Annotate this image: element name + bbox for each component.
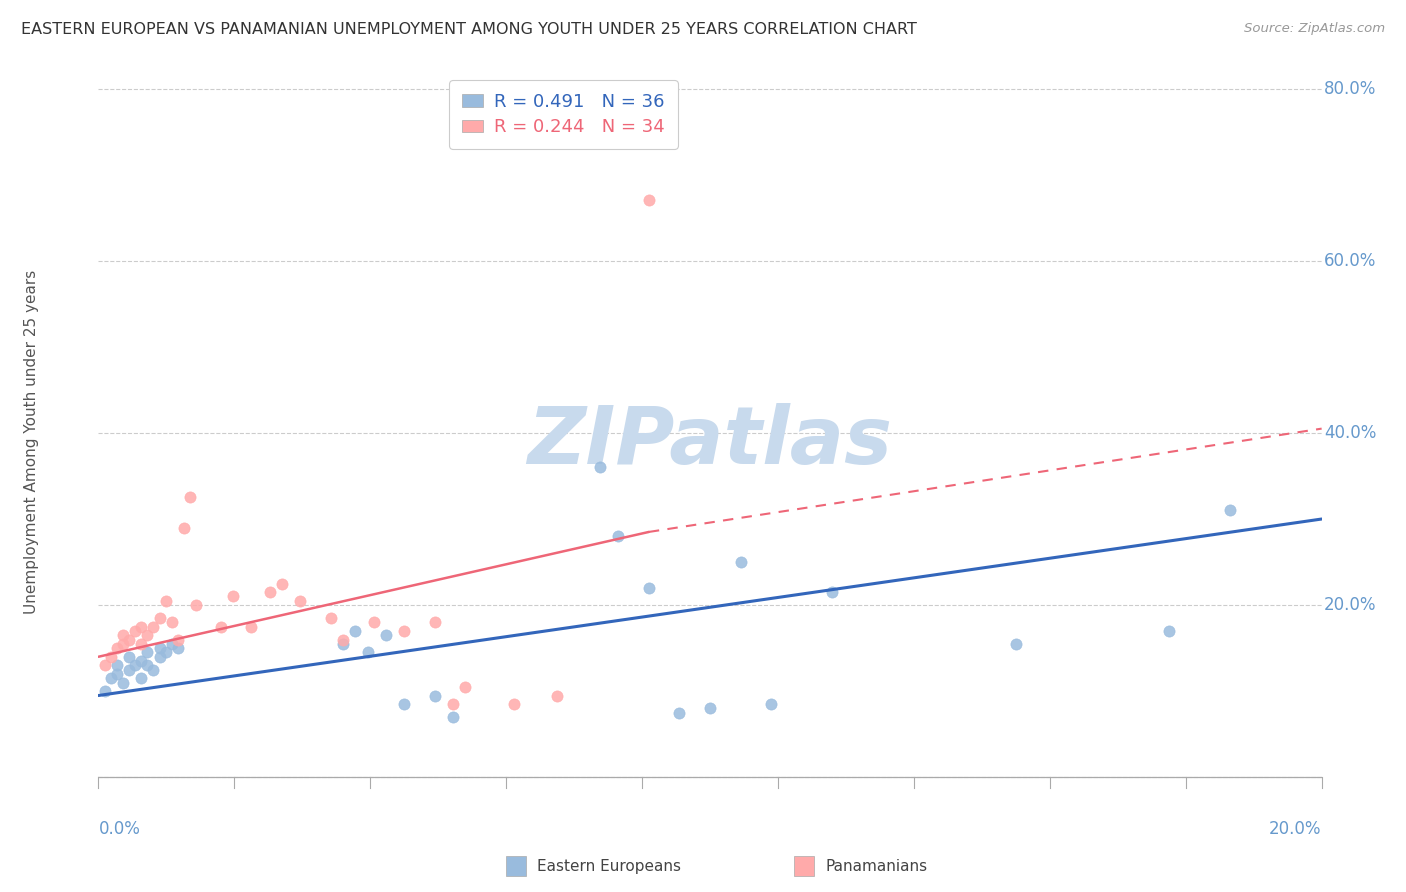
Point (392, 624, 416, 638)
Text: 0.0%: 0.0% (98, 821, 141, 838)
Point (392, 697, 416, 711)
Text: 20.0%: 20.0% (1270, 821, 1322, 838)
Point (222, 590, 245, 604)
Point (100, 649, 122, 664)
Point (423, 689, 446, 703)
Text: Unemployment Among Youth under 25 years: Unemployment Among Youth under 25 years (24, 269, 38, 614)
Text: 60.0%: 60.0% (1324, 252, 1376, 269)
Point (259, 585, 281, 599)
Point (668, 706, 690, 720)
Point (759, 697, 782, 711)
Text: Eastern Europeans: Eastern Europeans (537, 859, 681, 873)
Point (129, 654, 152, 668)
Point (111, 675, 134, 690)
Point (454, 680, 477, 694)
Point (105, 641, 128, 656)
Point (136, 658, 159, 673)
Point (118, 649, 141, 664)
Point (363, 615, 385, 630)
Point (155, 645, 177, 659)
Text: ZIPatlas: ZIPatlas (527, 402, 893, 481)
Point (129, 671, 152, 685)
Text: EASTERN EUROPEAN VS PANAMANIAN UNEMPLOYMENT AMONG YOUTH UNDER 25 YEARS CORRELATI: EASTERN EUROPEAN VS PANAMANIAN UNEMPLOYM… (21, 22, 917, 37)
Point (105, 667, 128, 681)
Point (356, 645, 378, 659)
Point (100, 671, 122, 685)
Point (441, 697, 464, 711)
Point (93, 684, 115, 698)
Text: 80.0%: 80.0% (1324, 79, 1376, 97)
Point (173, 521, 195, 535)
Point (186, 598, 208, 612)
Point (332, 637, 354, 651)
Point (270, 576, 292, 591)
Point (441, 710, 464, 724)
Point (607, 529, 630, 543)
Point (503, 697, 526, 711)
Point (821, 585, 844, 599)
Point (149, 649, 172, 664)
Point (129, 637, 152, 651)
Point (124, 658, 146, 673)
Point (332, 632, 354, 647)
Point (730, 555, 752, 569)
Point (179, 491, 201, 505)
Text: 20.0%: 20.0% (1324, 596, 1376, 614)
Point (319, 611, 342, 625)
Legend: R = 0.491   N = 36, R = 0.244   N = 34: R = 0.491 N = 36, R = 0.244 N = 34 (449, 80, 678, 149)
Point (290, 594, 312, 608)
Point (136, 645, 159, 659)
Point (118, 632, 141, 647)
Point (1219, 503, 1241, 517)
Point (129, 619, 152, 633)
Point (149, 611, 172, 625)
Point (546, 689, 568, 703)
Point (344, 624, 367, 638)
Point (240, 619, 263, 633)
Point (167, 641, 190, 656)
Point (155, 594, 177, 608)
Point (124, 624, 146, 638)
Point (1157, 624, 1180, 638)
Text: Panamanians: Panamanians (825, 859, 928, 873)
Point (160, 615, 183, 630)
Point (160, 637, 183, 651)
Point (142, 619, 165, 633)
Point (699, 701, 721, 715)
Point (423, 615, 446, 630)
Point (111, 637, 134, 651)
Point (136, 628, 159, 642)
Text: 40.0%: 40.0% (1324, 424, 1376, 442)
Point (589, 460, 612, 475)
Text: Source: ZipAtlas.com: Source: ZipAtlas.com (1244, 22, 1385, 36)
Point (118, 663, 141, 677)
Point (637, 581, 661, 595)
Point (142, 663, 165, 677)
Point (93, 658, 115, 673)
Point (374, 628, 396, 642)
Point (105, 658, 128, 673)
Point (149, 641, 172, 656)
Point (637, 194, 661, 208)
Point (111, 628, 134, 642)
Point (167, 632, 190, 647)
Point (1004, 637, 1026, 651)
Point (209, 619, 232, 633)
